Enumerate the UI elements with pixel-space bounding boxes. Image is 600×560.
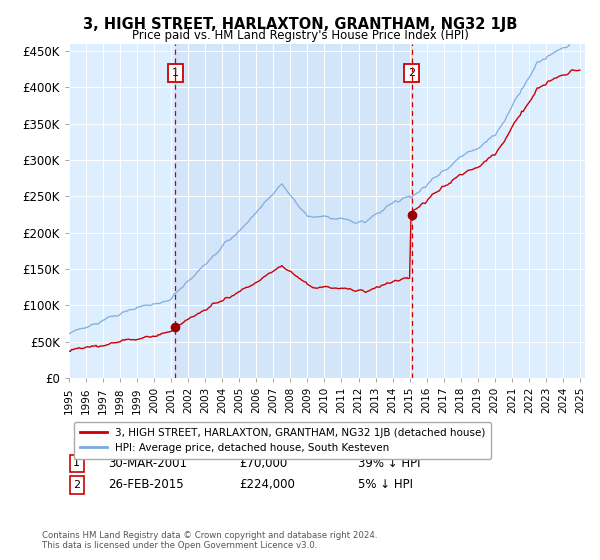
Text: 5% ↓ HPI: 5% ↓ HPI xyxy=(358,478,413,492)
Text: £224,000: £224,000 xyxy=(239,478,295,492)
Text: 39% ↓ HPI: 39% ↓ HPI xyxy=(358,457,421,470)
Text: 2: 2 xyxy=(408,68,415,78)
Text: Price paid vs. HM Land Registry's House Price Index (HPI): Price paid vs. HM Land Registry's House … xyxy=(131,29,469,42)
Text: £70,000: £70,000 xyxy=(239,457,287,470)
Text: 30-MAR-2001: 30-MAR-2001 xyxy=(108,457,187,470)
Text: 1: 1 xyxy=(172,68,179,78)
Text: 3, HIGH STREET, HARLAXTON, GRANTHAM, NG32 1JB: 3, HIGH STREET, HARLAXTON, GRANTHAM, NG3… xyxy=(83,17,517,32)
Text: Contains HM Land Registry data © Crown copyright and database right 2024.
This d: Contains HM Land Registry data © Crown c… xyxy=(42,530,377,550)
Text: 1: 1 xyxy=(73,458,80,468)
Text: 26-FEB-2015: 26-FEB-2015 xyxy=(108,478,184,492)
Bar xyxy=(175,44,412,378)
Text: 2: 2 xyxy=(73,480,80,490)
Legend: 3, HIGH STREET, HARLAXTON, GRANTHAM, NG32 1JB (detached house), HPI: Average pri: 3, HIGH STREET, HARLAXTON, GRANTHAM, NG3… xyxy=(74,422,491,459)
